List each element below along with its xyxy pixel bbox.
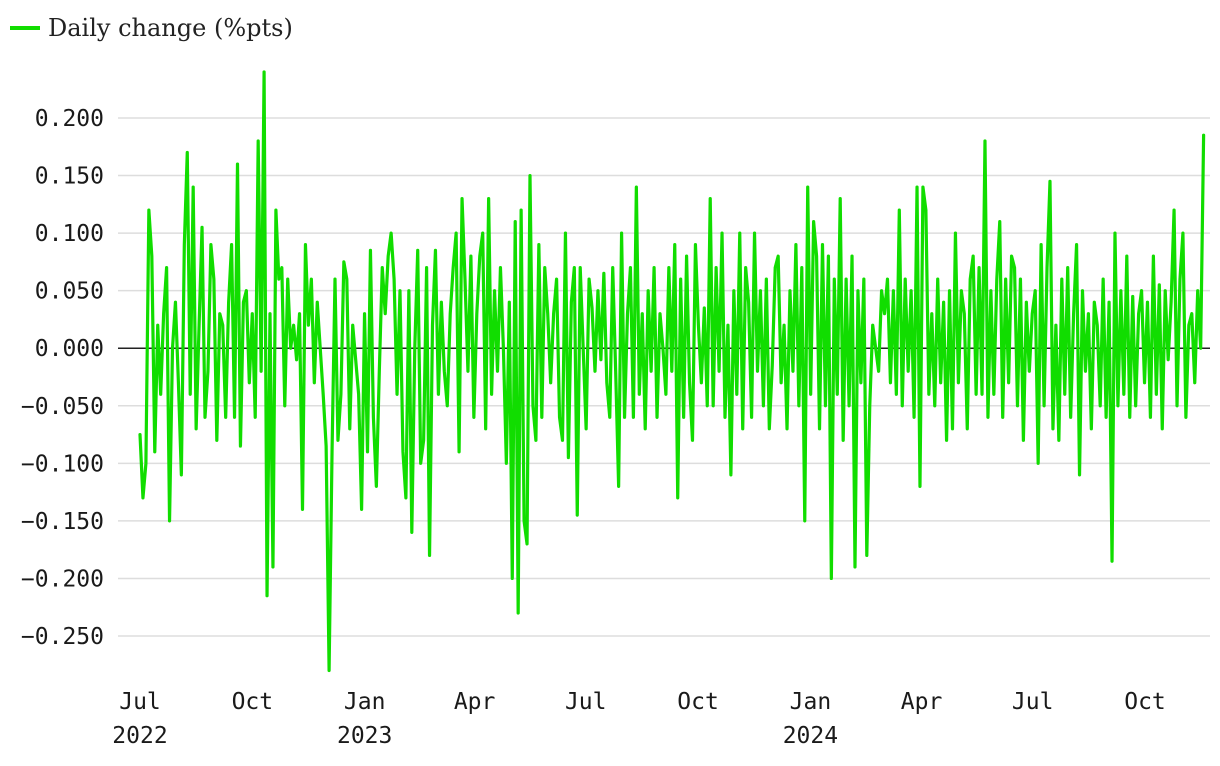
y-axis-ticks: 0.200 0.150 0.100 0.050 0.000 −0.050 −0.100 −0.… — [21, 106, 104, 650]
y-tick-label: 0.050 — [35, 279, 104, 305]
series-group — [138, 70, 1206, 673]
x-tick-year: 2023 — [337, 723, 392, 749]
y-tick-label: 0.100 — [35, 221, 104, 247]
y-tick-label: −0.250 — [21, 624, 104, 650]
x-tick-label: Apr — [454, 689, 496, 715]
legend-label: Daily change (%pts) — [48, 14, 293, 42]
x-tick-label: Oct — [677, 689, 719, 715]
x-axis-ticks: Jul 2022 Oct Jan 2023 Apr Jul Oct Jan 2024 Apr Jul O… — [112, 689, 1165, 749]
y-tick-label: 0.200 — [35, 106, 104, 132]
x-tick-label: Jul — [119, 689, 161, 715]
x-tick-label: Jul — [565, 689, 607, 715]
x-tick-label: Oct — [1124, 689, 1166, 715]
y-tick-label: 0.000 — [35, 336, 104, 362]
x-tick-label: Jan — [790, 689, 832, 715]
y-tick-label: −0.100 — [21, 451, 104, 477]
y-tick-label: −0.200 — [21, 566, 104, 592]
y-tick-label: 0.150 — [35, 164, 104, 190]
y-tick-label: −0.150 — [21, 509, 104, 535]
x-tick-year: 2022 — [112, 723, 167, 749]
series-line — [138, 70, 1206, 673]
x-tick-year: 2024 — [783, 723, 838, 749]
legend-swatch — [10, 26, 40, 30]
x-tick-label: Jan — [344, 689, 386, 715]
x-tick-label: Apr — [901, 689, 943, 715]
x-tick-label: Oct — [232, 689, 274, 715]
legend: Daily change (%pts) — [10, 14, 293, 42]
x-tick-label: Jul — [1012, 689, 1054, 715]
y-tick-label: −0.050 — [21, 394, 104, 420]
